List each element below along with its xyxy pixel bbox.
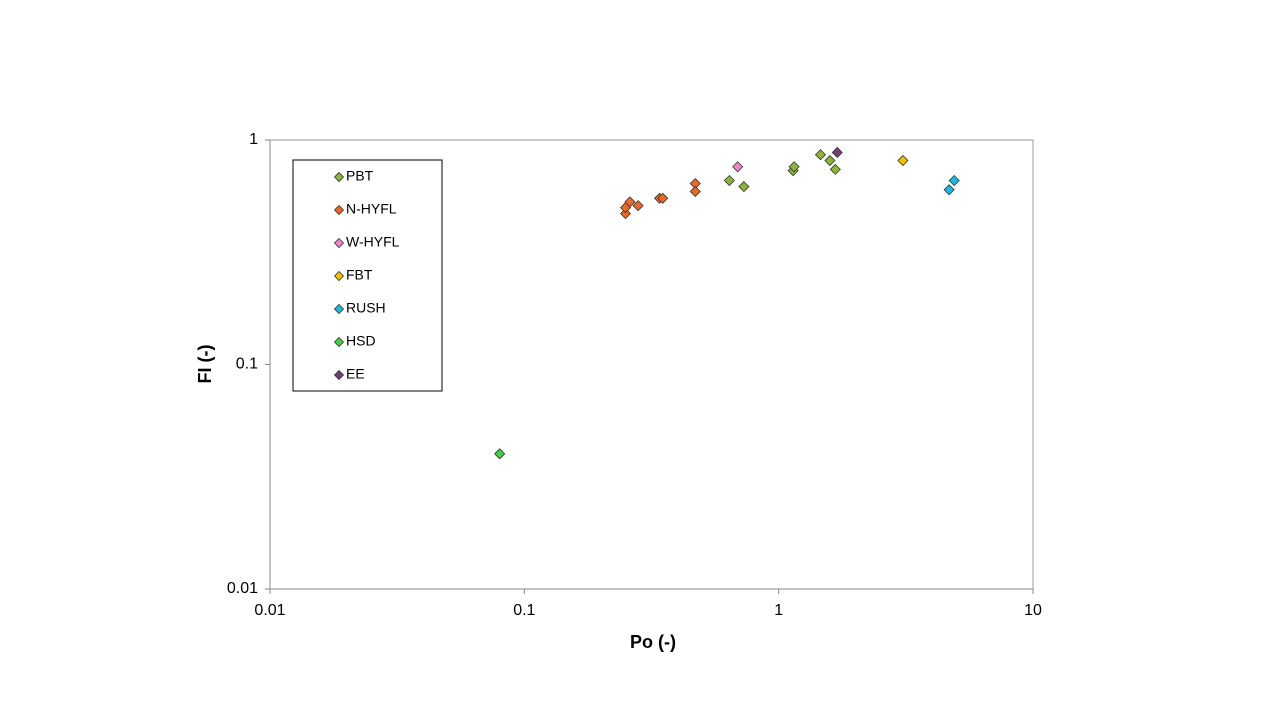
point: [897, 154, 909, 167]
legend-label: RUSH: [346, 300, 386, 316]
point: [824, 154, 836, 167]
point: [624, 196, 636, 208]
legend-marker: [333, 336, 345, 348]
point: [788, 161, 800, 173]
x-tick-label: 10: [1024, 602, 1042, 619]
point: [831, 146, 843, 159]
point: [494, 448, 506, 460]
x-tick-label: 0.1: [513, 602, 535, 619]
legend-marker: [333, 237, 345, 249]
point: [814, 149, 827, 161]
legend-label: EE: [346, 366, 365, 382]
legend-label: PBT: [346, 168, 374, 184]
legend-marker: [333, 369, 345, 381]
legend-label: W-HYFL: [346, 234, 400, 250]
point: [657, 192, 669, 204]
x-axis-title: Po (-): [630, 632, 676, 652]
y-tick-label: 0.01: [227, 580, 258, 597]
y-tick-label: 1: [249, 131, 258, 148]
y-tick-label: 0.1: [236, 356, 258, 373]
legend-box: [292, 159, 443, 392]
point: [619, 208, 632, 220]
point: [738, 181, 750, 193]
legend-label: HSD: [346, 333, 376, 349]
legend-marker: [333, 171, 345, 183]
y-axis-title: FI (-): [195, 345, 215, 384]
x-tick-label: 0.01: [254, 602, 285, 619]
legend-marker: [333, 303, 345, 315]
point: [948, 174, 960, 187]
x-tick-label: 1: [774, 602, 783, 619]
legend-label: N-HYFL: [346, 201, 397, 217]
point: [943, 184, 955, 196]
point: [723, 174, 735, 187]
point: [689, 185, 701, 198]
point: [732, 161, 744, 173]
point: [829, 163, 841, 175]
legend-marker: [333, 270, 345, 282]
point: [632, 200, 644, 212]
legend-marker: [333, 204, 345, 216]
legend-label: FBT: [346, 267, 373, 283]
